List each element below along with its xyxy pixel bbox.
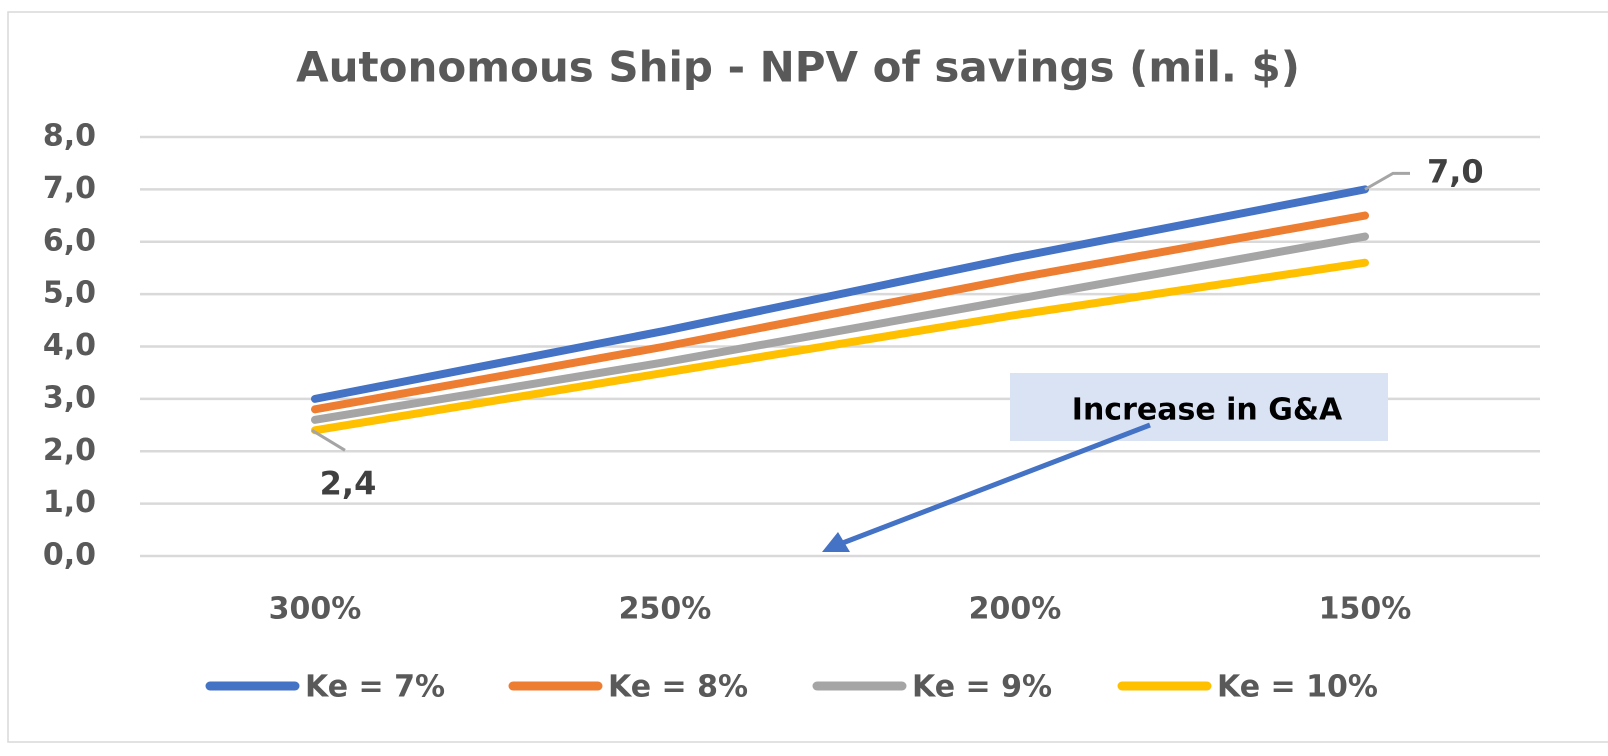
- annotation: Increase in G&A: [1072, 393, 1343, 428]
- y-tick-label: 6,0: [43, 223, 96, 258]
- series-line: [311, 185, 1369, 403]
- y-tick-label: 7,0: [43, 171, 96, 206]
- y-tick-label: 3,0: [43, 380, 96, 415]
- x-tick-label: 150%: [1319, 592, 1412, 627]
- legend-label: Ke = 10%: [1217, 670, 1378, 705]
- chart-title: Autonomous Ship - NPV of savings (mil. $…: [296, 43, 1300, 92]
- data-label: 7,0: [1427, 152, 1484, 190]
- x-tick-label: 200%: [969, 592, 1062, 627]
- data-label: 2,4: [320, 464, 377, 502]
- y-tick-label: 4,0: [43, 328, 96, 363]
- x-tick-label: 250%: [619, 592, 712, 627]
- y-tick-label: 0,0: [43, 538, 96, 573]
- series-line: [311, 211, 1369, 414]
- legend-label: Ke = 7%: [305, 670, 445, 705]
- series-line: [311, 258, 1369, 435]
- leader-line: [1364, 171, 1410, 191]
- arrow-head: [822, 532, 850, 552]
- y-tick-label: 5,0: [43, 276, 96, 311]
- legend-label: Ke = 9%: [912, 670, 1052, 705]
- y-tick-label: 1,0: [43, 485, 96, 520]
- annotation-arrow: [839, 422, 1151, 547]
- x-tick-label: 300%: [269, 592, 362, 627]
- legend-label: Ke = 8%: [608, 670, 748, 705]
- series-line: [311, 232, 1369, 424]
- annotation-box: [1010, 373, 1388, 441]
- y-tick-label: 2,0: [43, 433, 96, 468]
- y-tick-label: 8,0: [43, 119, 96, 154]
- leader-line: [311, 429, 346, 452]
